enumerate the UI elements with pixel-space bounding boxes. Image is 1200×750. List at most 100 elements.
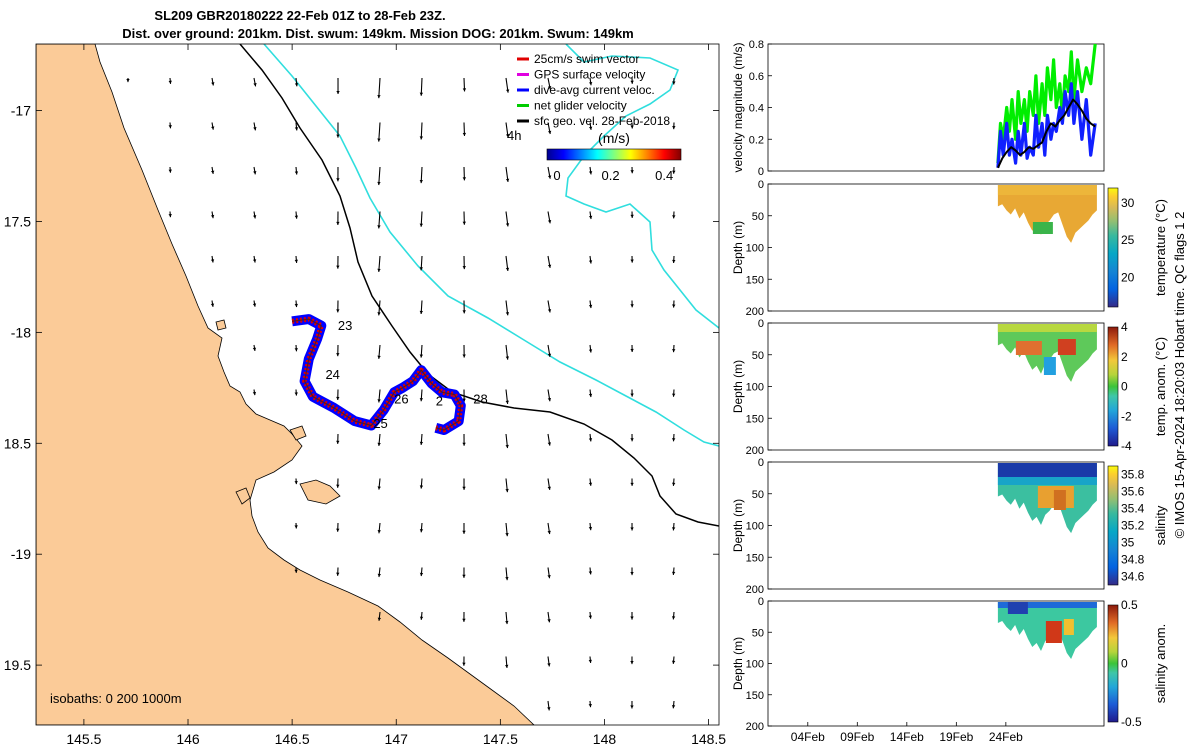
legend-entry: net glider velocity: [534, 99, 627, 113]
velocity-arrowhead: [547, 530, 551, 535]
depth-tick-label: 0: [758, 457, 764, 469]
velocity-arrowhead: [671, 571, 676, 575]
velocity-arrowhead: [210, 303, 215, 307]
section-patch: [997, 463, 1097, 477]
velocity-arrowhead: [630, 571, 634, 576]
velocity-arrowhead: [294, 303, 298, 308]
section-patch: [997, 477, 1097, 485]
velocity-arrowhead: [462, 662, 466, 666]
colorbar-tick-label: 0.4: [655, 168, 673, 183]
velocity-arrowhead: [505, 664, 509, 668]
velocity-arrowhead: [588, 659, 592, 663]
velocity-arrowhead: [294, 525, 298, 529]
colorbar-tick-label: 0: [1121, 380, 1128, 394]
section-patch: [997, 602, 1097, 608]
velocity-arrowhead: [547, 619, 551, 623]
velocity-arrowhead: [588, 526, 593, 531]
velocity-arrowhead: [168, 80, 172, 84]
velocity-arrowhead: [294, 127, 299, 131]
velocity-arrowhead: [377, 530, 381, 534]
depth-tick-label: 100: [746, 659, 764, 671]
velocity-arrowhead: [505, 267, 510, 271]
colorbar-tick-label: 25: [1121, 233, 1135, 247]
lon-tick-label: 148: [593, 731, 617, 747]
velocity-arrowhead: [588, 482, 593, 486]
velocity-arrowhead: [672, 393, 676, 397]
velocity-arrowhead: [336, 221, 340, 225]
depth-tick-label: 0: [758, 596, 764, 608]
velocity-arrowhead: [377, 95, 381, 99]
velocity-arrowhead: [672, 170, 676, 174]
velocity-arrowhead: [377, 181, 381, 186]
velocity-arrowhead: [630, 527, 634, 531]
geostrophic-vectors: [126, 77, 676, 711]
colorbar-tick-label: -2: [1121, 409, 1132, 423]
colorbar-tick-label: 0: [553, 168, 560, 183]
figure-title-line1: SL209 GBR20180222 22-Feb 01Z to 28-Feb 2…: [154, 8, 445, 23]
day-label: 23: [338, 318, 352, 333]
colorbar-label: salinity: [1153, 505, 1168, 545]
day-label: 25: [373, 416, 387, 431]
colorbar-label: temp. anom. (°C): [1153, 337, 1168, 436]
velocity-arrowhead: [672, 438, 676, 442]
depth-tick-label: 200: [746, 445, 764, 457]
velocity-arrowhead: [336, 484, 340, 488]
velocity-arrowhead: [211, 82, 215, 86]
depth-tick-label: 150: [746, 274, 764, 286]
legend-entry: 25cm/s swim vector: [534, 52, 639, 66]
velocity-arrowhead: [336, 134, 340, 138]
velocity-arrowhead: [462, 618, 466, 622]
velocity-arrowhead: [547, 309, 552, 313]
velocity-arrowhead: [588, 215, 593, 220]
velocity-arrowhead: [630, 125, 634, 129]
depth-tick-label: 50: [752, 627, 764, 639]
lon-tick-label: 148.5: [691, 731, 726, 747]
velocity-arrowhead: [630, 304, 634, 308]
velocity-arrowhead: [462, 177, 467, 181]
velocity-arrowhead: [672, 126, 676, 130]
velocity-arrowhead: [210, 259, 215, 263]
velocity-arrowhead: [630, 348, 634, 352]
velocity-arrowhead: [462, 132, 467, 136]
glider-track: [292, 318, 462, 431]
depth-ylabel: Depth (m): [731, 221, 745, 274]
velocity-arrowhead: [505, 444, 509, 449]
colorbar-tick-label: 20: [1121, 270, 1135, 284]
lon-tick-label: 146: [176, 731, 200, 747]
velocity-arrowhead: [588, 703, 592, 708]
velocity-arrow: [378, 77, 381, 99]
velocity-arrowhead: [672, 304, 676, 308]
velocity-arrowhead: [630, 438, 634, 442]
section-patch: [1063, 619, 1074, 635]
colorbar-tick-label: 0: [1121, 657, 1128, 671]
velocity-arrowhead: [211, 170, 215, 174]
day-label: 24: [325, 367, 339, 382]
velocity-series-line: [996, 98, 1096, 169]
velocity-arrowhead: [672, 348, 676, 353]
velocity-arrowhead: [462, 265, 466, 270]
velocity-tick-label: 0.4: [749, 103, 764, 115]
velocity-arrowhead: [168, 125, 172, 129]
depth-tick-label: 50: [752, 211, 764, 223]
velocity-arrowhead: [377, 442, 381, 446]
velocity-arrowhead: [672, 482, 676, 486]
velocity-arrowhead: [462, 486, 466, 490]
velocity-arrowhead: [505, 620, 509, 625]
velocity-arrowhead: [547, 353, 552, 357]
section-colorbar: [1107, 465, 1119, 586]
velocity-arrowhead: [672, 215, 676, 219]
isobath-1000m: [263, 44, 719, 447]
legend-entry: dive-avg current veloc.: [534, 83, 655, 97]
section-panel: 0 50 100 150 200 Depth (m) 20 25 30 temperature (…: [731, 179, 1168, 318]
depth-tick-label: 200: [746, 584, 764, 596]
velocity-arrowhead: [419, 136, 424, 140]
velocity-arrowhead: [672, 259, 676, 263]
date-tick-label: 09Feb: [840, 730, 874, 744]
date-tick-label: 14Feb: [890, 730, 924, 744]
velocity-arrowhead: [377, 355, 381, 359]
section-panel: 0 50 100 150 200 Depth (m) 34.6 34.8 35 35.2 35.4 3…: [731, 457, 1168, 596]
section-panel: 0 50 100 150 200 Depth (m) -0.5 0 0.5 salinity an…: [731, 596, 1168, 744]
lat-tick-label: 17.5: [4, 213, 31, 229]
depth-tick-label: 100: [746, 382, 764, 394]
velocity-arrowhead: [505, 312, 510, 316]
